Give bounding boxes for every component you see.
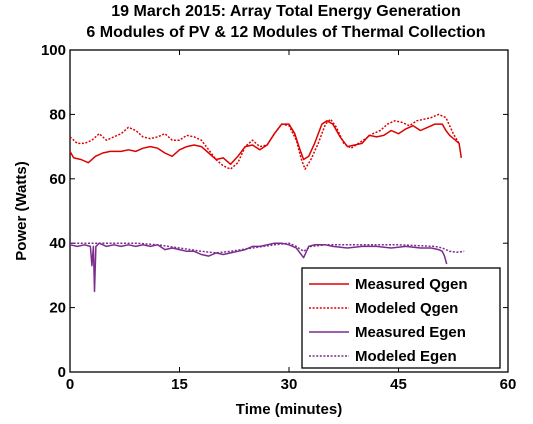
x-tick-label: 60 [500, 376, 517, 393]
y-tick-label: 60 [49, 171, 66, 188]
chart-title-line-1: 19 March 2015: Array Total Energy Genera… [111, 3, 460, 20]
y-tick-label: 40 [49, 235, 66, 252]
series-line-modeled-qgen [69, 113, 460, 170]
series-line-measured-egen [69, 242, 448, 293]
legend-entries: Measured Qgen Modeled Qgen Measured Egen Mo… [309, 276, 468, 365]
y-tick-label: 80 [49, 106, 66, 123]
y-tick-label: 20 [49, 300, 66, 317]
x-tick-label: 0 [66, 376, 74, 393]
x-axis-label: Time (minutes) [236, 401, 342, 418]
legend-label-measured-egen: Measured Egen [355, 324, 466, 341]
y-tick-label: 0 [58, 364, 66, 381]
y-tick-label: 100 [41, 42, 66, 59]
chart-title-line-2: 6 Modules of PV & 12 Modules of Thermal … [86, 24, 485, 41]
legend-label-measured-qgen: Measured Qgen [355, 276, 468, 293]
series-lines [69, 113, 465, 293]
axis-ticks: 0 15 30 45 60 0 20 40 60 80 100 [41, 42, 516, 393]
x-tick-label: 15 [171, 376, 188, 393]
series-line-modeled-egen [70, 242, 465, 254]
legend: Measured Qgen Modeled Qgen Measured Egen Mo… [301, 267, 501, 369]
y-axis-label: Power (Watts) [13, 161, 30, 260]
legend-label-modeled-egen: Modeled Egen [355, 348, 457, 365]
x-tick-label: 30 [281, 376, 298, 393]
x-tick-label: 45 [390, 376, 407, 393]
legend-label-modeled-qgen: Modeled Qgen [355, 300, 458, 317]
